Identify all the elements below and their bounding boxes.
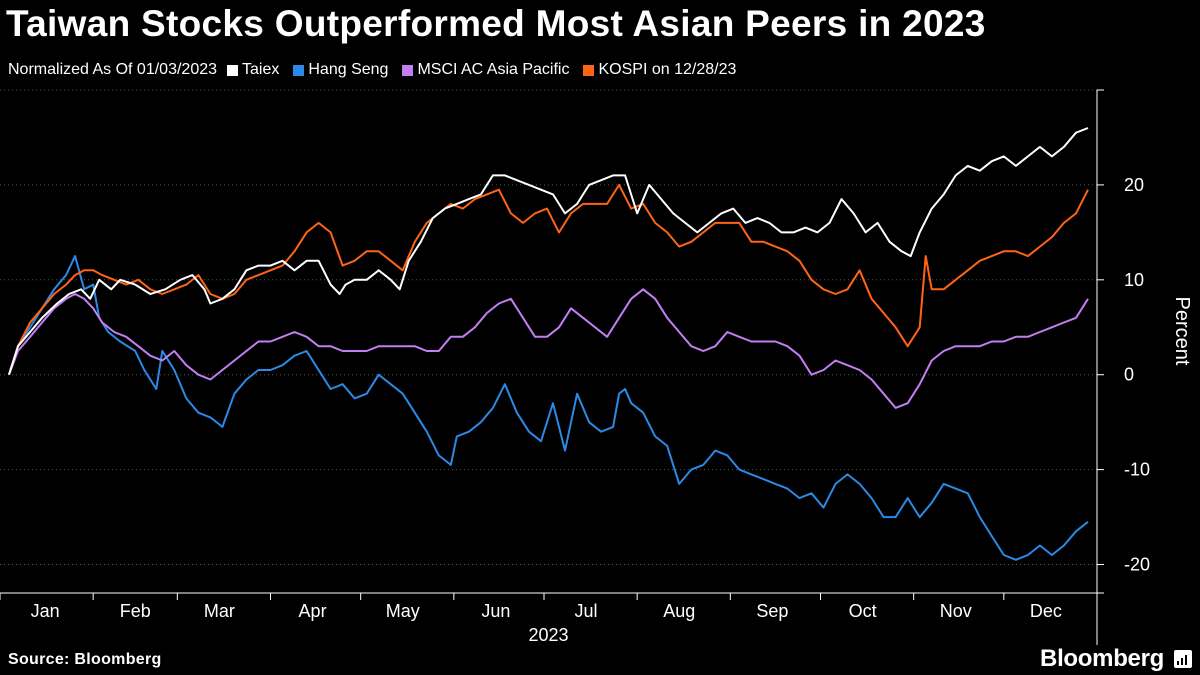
x-tick-label: Jan: [31, 601, 60, 621]
series-line-taiex: [8, 127, 1089, 376]
legend-label-taiex: Taiex: [242, 61, 280, 78]
x-tick-label: Nov: [940, 601, 972, 621]
legend: Normalized As Of 01/03/2023 Taiex Hang S…: [8, 61, 750, 79]
source-note: Source: Bloomberg: [8, 651, 162, 668]
series-line-msci: [8, 288, 1089, 409]
x-tick-label: Feb: [120, 601, 151, 621]
legend-label-kospi: KOSPI on 12/28/23: [598, 61, 737, 78]
y-tick-label: 20: [1124, 175, 1144, 195]
x-tick-label: Apr: [299, 601, 327, 621]
y-tick-label: -10: [1124, 460, 1150, 480]
chart-title: Taiwan Stocks Outperformed Most Asian Pe…: [6, 3, 986, 44]
y-tick-label: -20: [1124, 555, 1150, 575]
x-tick-label: Sep: [756, 601, 788, 621]
legend-label-hang-seng: Hang Seng: [308, 61, 389, 78]
x-tick-label: May: [386, 601, 420, 621]
terminal-icon: [1174, 650, 1192, 668]
legend-item-kospi: KOSPI on 12/28/23: [583, 61, 736, 79]
y-tick-label: 10: [1124, 270, 1144, 290]
legend-item-hang-seng: Hang Seng: [293, 61, 388, 79]
y-tick-label: 0: [1124, 365, 1134, 385]
x-tick-label: Oct: [849, 601, 877, 621]
legend-swatch-taiex: [227, 64, 239, 76]
legend-swatch-hang-seng: [293, 64, 305, 76]
x-tick-label: Mar: [204, 601, 235, 621]
x-axis-year-label: 2023: [528, 625, 568, 645]
normalization-note: Normalized As Of 01/03/2023: [8, 61, 218, 78]
x-tick-label: Dec: [1030, 601, 1062, 621]
series-line-hang-seng: [8, 255, 1089, 561]
series-line-kospi: [8, 183, 1089, 376]
x-tick-label: Jun: [481, 601, 510, 621]
x-tick-label: Jul: [575, 601, 598, 621]
legend-label-msci: MSCI AC Asia Pacific: [417, 61, 570, 78]
y-axis-label: Percent: [1171, 297, 1193, 366]
legend-swatch-msci: [402, 64, 414, 76]
x-tick-label: Aug: [663, 601, 695, 621]
brand-logo: Bloomberg: [1040, 645, 1164, 672]
legend-item-taiex: Taiex: [227, 61, 279, 79]
legend-swatch-kospi: [583, 64, 595, 76]
legend-item-msci: MSCI AC Asia Pacific: [402, 61, 569, 79]
